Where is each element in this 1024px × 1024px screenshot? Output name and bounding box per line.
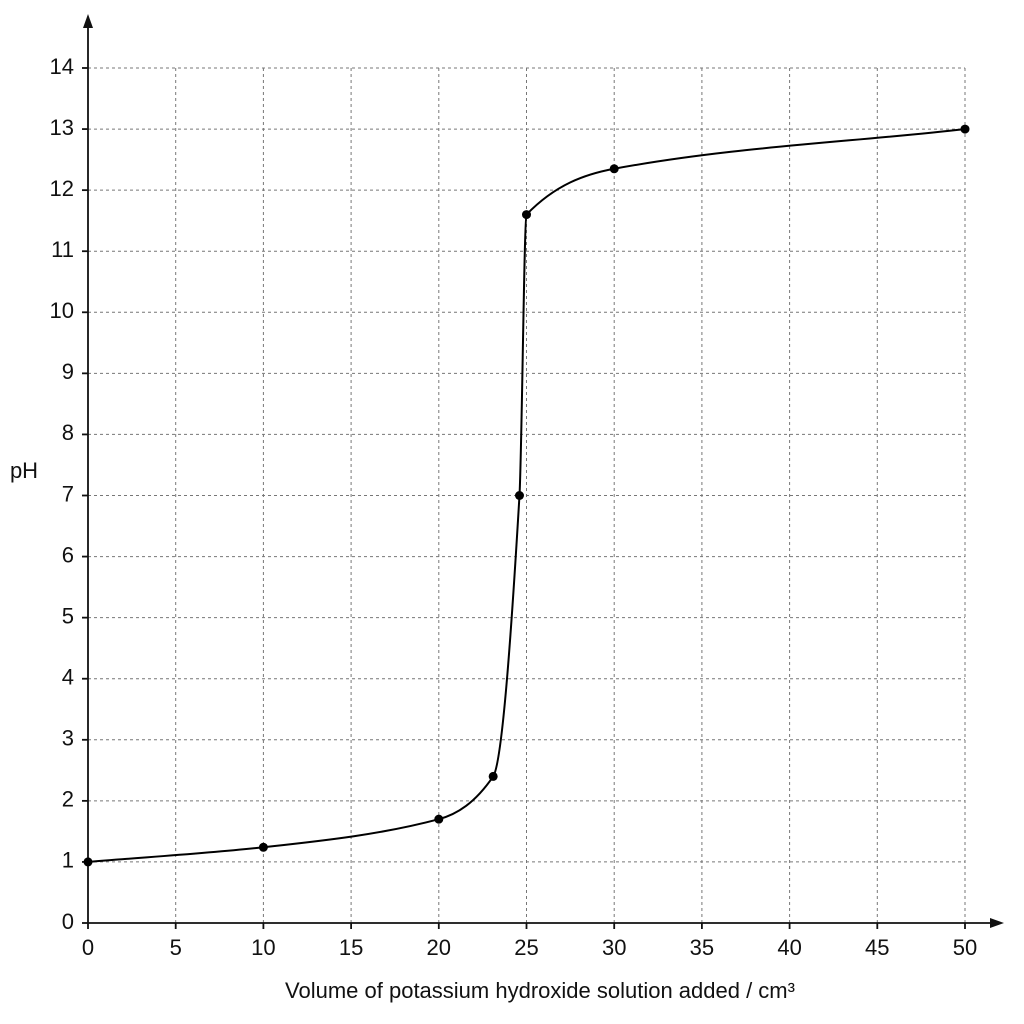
x-tick-label: 40 [777, 935, 801, 960]
x-tick-label: 20 [427, 935, 451, 960]
y-tick-label: 1 [62, 848, 74, 873]
y-tick-label: 10 [50, 298, 74, 323]
x-tick-label: 25 [514, 935, 538, 960]
x-tick-label: 50 [953, 935, 977, 960]
y-tick-label: 8 [62, 420, 74, 445]
data-point [434, 814, 444, 824]
y-tick-label: 9 [62, 359, 74, 384]
y-tick-label: 2 [62, 787, 74, 812]
y-tick-label: 11 [51, 237, 74, 262]
y-tick-label: 5 [62, 603, 74, 628]
y-tick-label: 3 [62, 726, 74, 751]
x-axis-label: Volume of potassium hydroxide solution a… [285, 978, 795, 1003]
y-tick-label: 13 [50, 115, 74, 140]
y-tick-label: 0 [62, 909, 74, 934]
y-tick-label: 12 [50, 176, 74, 201]
x-axis-arrow [990, 918, 1004, 928]
x-tick-label: 30 [602, 935, 626, 960]
curve [87, 128, 966, 863]
data-point [522, 210, 531, 220]
x-tick-label: 5 [170, 935, 182, 960]
x-tick-label: 10 [251, 935, 275, 960]
data-point [488, 771, 498, 781]
data-point [83, 857, 93, 867]
x-tick-label: 15 [339, 935, 363, 960]
data-point [609, 164, 619, 174]
y-tick-label: 14 [50, 54, 74, 79]
data-point [514, 491, 524, 500]
x-tick-label: 0 [82, 935, 94, 960]
x-tick-label: 45 [865, 935, 889, 960]
x-tick-label: 35 [690, 935, 714, 960]
y-tick-label: 4 [62, 665, 74, 690]
data-point [960, 124, 970, 134]
y-axis-label: pH [10, 458, 38, 483]
y-tick-label: 7 [62, 481, 74, 506]
y-axis-arrow [83, 14, 93, 28]
data-point [258, 842, 268, 852]
y-tick-label: 6 [62, 542, 74, 567]
